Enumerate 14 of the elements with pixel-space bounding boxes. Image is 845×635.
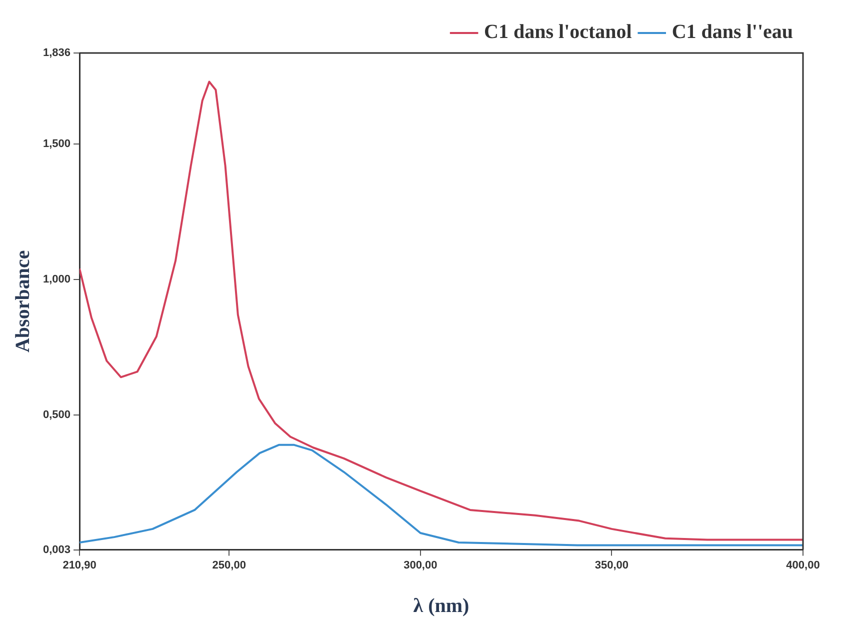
y-tick-label: 0,500 <box>42 409 71 422</box>
y-tick-label: 1,000 <box>42 274 71 286</box>
legend-label: C1 dans l'octanol <box>484 21 632 44</box>
y-tick-label: 1,500 <box>42 138 71 150</box>
x-tick-label: 250,00 <box>212 559 246 572</box>
x-tick-label: 300,00 <box>404 559 438 572</box>
y-tick-label: 0,003 <box>42 544 71 556</box>
x-axis-title: λ (nm) <box>413 595 470 618</box>
y-tick-label: 1,836 <box>42 47 71 60</box>
x-tick-label: 350,00 <box>594 559 629 572</box>
x-tick-label: 400,00 <box>786 559 820 572</box>
y-axis-title: Absorbance <box>12 250 34 353</box>
legend-label: C1 dans l''eau <box>672 21 794 44</box>
x-tick-label: 210,90 <box>62 559 96 572</box>
